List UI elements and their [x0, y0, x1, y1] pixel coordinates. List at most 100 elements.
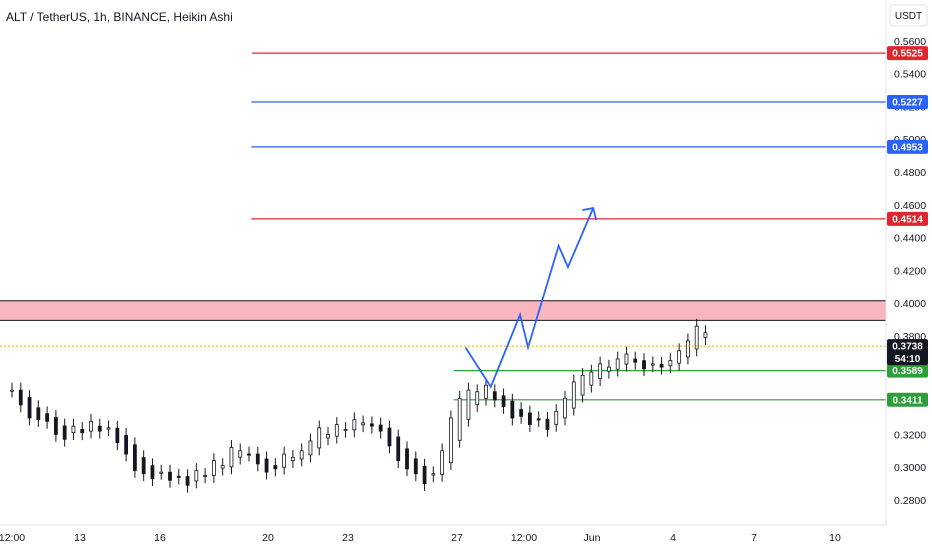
resistance-zone-layer — [0, 300, 886, 321]
y-tick-label: 0.4000 — [894, 298, 926, 310]
projection-arrowhead — [582, 207, 598, 221]
candle-body — [308, 440, 313, 456]
candle-body — [150, 465, 155, 480]
candle-body — [545, 418, 550, 430]
candle-body — [203, 474, 208, 477]
level-label-0.4953: 0.4953 — [892, 142, 923, 153]
candle-body — [677, 350, 682, 364]
level-label-box-0.3589 — [887, 363, 928, 378]
projection-path-layer — [464, 207, 598, 389]
candle-body — [194, 470, 199, 482]
level-label-box-0.3411 — [887, 392, 928, 407]
candle-body — [326, 433, 330, 439]
candle-body — [659, 363, 664, 368]
candle-body — [185, 476, 190, 486]
candle-body — [290, 456, 295, 462]
candle-body — [220, 465, 225, 469]
candle-body — [501, 395, 506, 407]
y-tick-label: 0.4400 — [894, 233, 926, 245]
level-label-0.3589: 0.3589 — [892, 366, 923, 377]
candle-body — [62, 425, 67, 440]
x-tick-label: 7 — [751, 532, 757, 544]
candle-body — [176, 475, 181, 478]
level-labels-layer: 0.5525 0.5227 0.4953 0.4514 0.3589 0.3411 0.37… — [887, 46, 928, 407]
candle-body — [378, 424, 383, 432]
candle-body — [361, 422, 366, 426]
candle-body — [686, 340, 690, 358]
candle-body — [18, 389, 23, 406]
x-tick-label: 23 — [342, 532, 354, 544]
level-label-box-0.4953 — [887, 139, 928, 154]
candle-body — [89, 420, 93, 432]
candle-body — [317, 427, 322, 449]
candle-body — [607, 366, 611, 372]
candle-body — [484, 384, 488, 399]
candle-body — [475, 391, 480, 406]
candle-body — [466, 389, 471, 420]
x-tick-label: Jun — [584, 532, 601, 544]
candle-body — [352, 419, 357, 431]
candle-body — [10, 389, 14, 392]
candle-body — [650, 363, 655, 366]
level-label-0.5227: 0.5227 — [892, 97, 923, 108]
candle-body — [211, 460, 216, 476]
candle-body — [80, 429, 85, 434]
candles-layer — [10, 318, 708, 493]
y-tick-label: 0.2800 — [894, 495, 926, 507]
candle-body — [510, 400, 515, 419]
x-tick-label: 4 — [670, 532, 676, 544]
candle-body — [519, 409, 524, 417]
candle-body — [343, 429, 348, 432]
candle-body — [97, 425, 102, 432]
candle-body — [598, 363, 603, 380]
candle-body — [615, 358, 620, 370]
candle-body — [255, 453, 260, 465]
candle-body — [132, 444, 137, 471]
candle-body — [457, 397, 462, 441]
x-tick-label: 12:00 — [0, 532, 25, 544]
candle-body — [282, 453, 287, 468]
y-tick-label: 0.3000 — [894, 462, 926, 474]
resistance-zone — [0, 300, 886, 321]
candle-body — [247, 453, 251, 456]
candle-body — [273, 465, 278, 470]
candle-body — [124, 435, 129, 455]
y-tick-label: 0.4200 — [894, 265, 926, 277]
y-tick-label: 0.4800 — [894, 167, 926, 179]
x-tick-label: 12:00 — [511, 532, 537, 544]
candle-body — [642, 360, 646, 370]
y-tick-label: 0.4600 — [894, 200, 926, 212]
time-axis: 12:00 13 16 20 23 27 12:00 Jun 4 7 10 — [0, 532, 841, 544]
candle-body — [536, 418, 541, 421]
candle-body — [431, 473, 436, 476]
candle-body — [633, 358, 638, 363]
countdown-label: 54:10 — [895, 354, 921, 365]
candle-body — [299, 450, 304, 460]
y-tick-label: 0.5400 — [894, 69, 926, 81]
x-tick-label: 13 — [74, 532, 86, 544]
level-label-box-0.4514 — [887, 211, 928, 226]
candle-body — [668, 360, 673, 367]
candle-body — [554, 411, 559, 425]
candle-body — [387, 427, 392, 447]
candle-body — [106, 427, 111, 430]
candle-body — [440, 450, 445, 475]
currency-label: USDT — [895, 11, 922, 22]
level-label-0.3411: 0.3411 — [892, 395, 922, 406]
current-price-label: 0.3738 — [892, 342, 923, 353]
candle-body — [396, 436, 401, 462]
candle-body — [405, 448, 409, 470]
candle-body — [448, 417, 453, 463]
level-label-0.5525: 0.5525 — [892, 49, 923, 60]
level-label-0.4514: 0.4514 — [892, 214, 923, 225]
candle-body — [422, 465, 427, 485]
candle-body — [369, 423, 374, 427]
candle-body — [53, 417, 58, 435]
candle-body — [528, 412, 532, 425]
currency-button[interactable]: USDT — [889, 4, 928, 27]
candle-body — [45, 413, 50, 422]
candle-body — [492, 391, 497, 401]
candle-body — [238, 450, 243, 458]
candle-body — [168, 471, 172, 481]
